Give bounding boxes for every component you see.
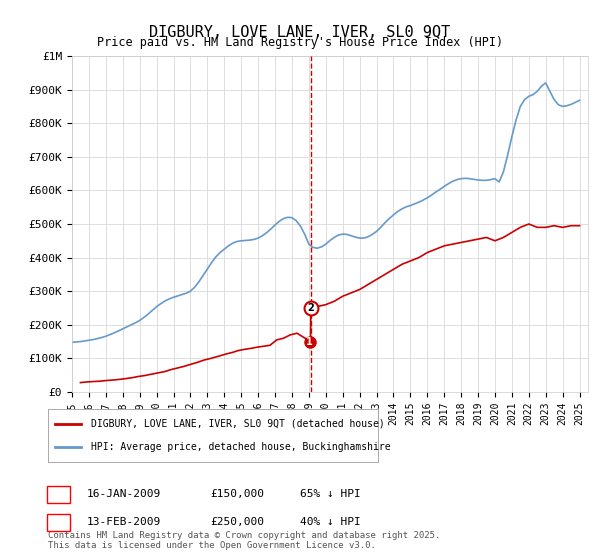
Text: DIGBURY, LOVE LANE, IVER, SL0 9QT: DIGBURY, LOVE LANE, IVER, SL0 9QT [149, 25, 451, 40]
Text: £250,000: £250,000 [210, 517, 264, 527]
Text: 1: 1 [55, 489, 62, 499]
Text: 13-FEB-2009: 13-FEB-2009 [87, 517, 161, 527]
Text: 2: 2 [55, 517, 62, 527]
Text: 2: 2 [307, 303, 314, 313]
Text: 16-JAN-2009: 16-JAN-2009 [87, 489, 161, 499]
Text: HPI: Average price, detached house, Buckinghamshire: HPI: Average price, detached house, Buck… [91, 442, 391, 452]
Text: 65% ↓ HPI: 65% ↓ HPI [300, 489, 361, 499]
Text: Price paid vs. HM Land Registry's House Price Index (HPI): Price paid vs. HM Land Registry's House … [97, 36, 503, 49]
Text: Contains HM Land Registry data © Crown copyright and database right 2025.
This d: Contains HM Land Registry data © Crown c… [48, 530, 440, 550]
Text: 40% ↓ HPI: 40% ↓ HPI [300, 517, 361, 527]
Text: 1: 1 [306, 337, 313, 347]
Text: DIGBURY, LOVE LANE, IVER, SL0 9QT (detached house): DIGBURY, LOVE LANE, IVER, SL0 9QT (detac… [91, 419, 385, 429]
Text: £150,000: £150,000 [210, 489, 264, 499]
